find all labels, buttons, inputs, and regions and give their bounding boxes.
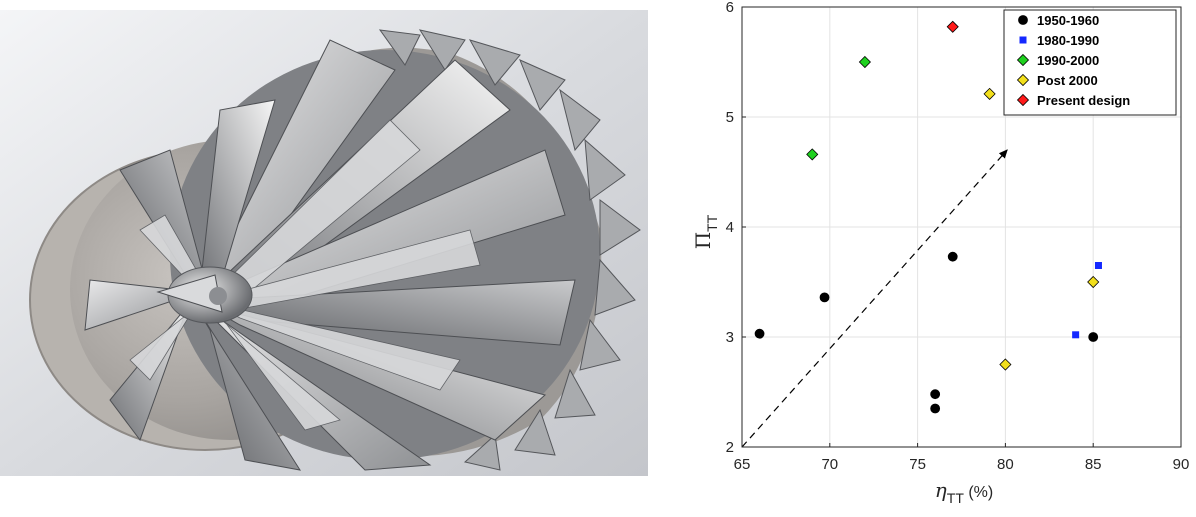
data-point [999,358,1012,371]
x-tick-label: 65 [734,456,751,473]
data-point [819,292,830,303]
legend-label: 1950-1960 [1037,13,1099,28]
x-tick-label: 85 [1085,456,1102,473]
x-tick-label: 90 [1173,456,1190,473]
data-point [858,55,871,69]
legend-label: Post 2000 [1037,73,1098,88]
data-point [930,389,941,400]
y-tick-labels: 2 3 4 5 6 [726,0,734,456]
legend-label: Present design [1037,93,1130,108]
legend-marker [1016,53,1030,67]
trend-arrow [741,149,1008,448]
x-tick-label: 75 [909,456,926,473]
legend-marker [1016,93,1030,107]
legend-label: 1990-2000 [1037,53,1099,68]
legend-marker [1016,73,1030,87]
y-tick-label: 5 [726,109,734,126]
scatter-chart: 65 70 75 80 85 90 2 3 4 5 6 ηTT (%) ΠTT 1950-1960… [672,0,1196,517]
data-point [1072,331,1080,339]
data-point [806,148,819,161]
data-point [947,251,958,262]
svg-text:ΠTT: ΠTT [691,214,720,249]
data-point [946,20,959,33]
grid [741,6,1182,448]
data-point [754,328,765,339]
legend-label: 1980-1990 [1037,33,1099,48]
axes-box [741,6,1182,448]
legend-marker [1018,15,1028,25]
data-point [930,403,941,414]
x-tick-label: 70 [821,456,838,473]
chart-canvas: 65 70 75 80 85 90 2 3 4 5 6 ηTT (%) ΠTT 1950-1960… [691,0,1190,506]
y-tick-label: 2 [726,439,734,456]
data-point [983,87,996,100]
data-point [1094,262,1102,269]
compressor-impeller-render-icon [0,10,648,476]
y-tick-label: 3 [726,329,734,346]
trend-arrow-line [741,149,1008,448]
x-axis-label: ηTT (%) [935,478,993,506]
legend: 1950-1960 1980-1990 1990-2000 Post 2000 Pres… [1003,9,1177,116]
y-tick-label: 4 [726,219,734,236]
data-point [1088,332,1099,342]
y-axis-label: ΠTT [691,214,720,249]
x-tick-labels: 65 70 75 80 85 90 [734,456,1190,473]
legend-box [1003,9,1177,116]
data-point [1087,275,1100,289]
data-points [754,20,1102,414]
impeller-render [0,10,648,476]
x-tick-label: 80 [997,456,1014,473]
y-tick-label: 6 [726,0,734,16]
legend-marker [1019,36,1027,44]
